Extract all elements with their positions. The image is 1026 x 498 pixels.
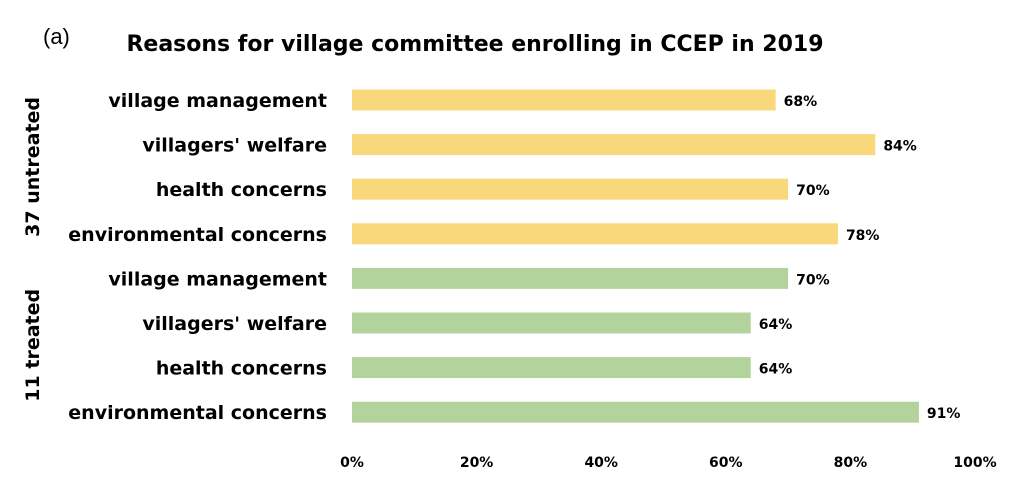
category-label: village management <box>108 90 327 112</box>
value-label: 70% <box>796 272 830 288</box>
category-label: health concerns <box>156 179 327 201</box>
value-label: 68% <box>784 94 818 110</box>
value-label: 84% <box>883 139 917 155</box>
bar <box>352 357 751 379</box>
bars-layer <box>352 89 919 423</box>
category-label: environmental concerns <box>68 402 327 424</box>
bar <box>352 223 838 245</box>
value-label: 64% <box>759 362 793 378</box>
group-label: 37 untreated <box>22 97 44 237</box>
bar <box>352 89 776 111</box>
bar <box>352 312 751 334</box>
category-labels: village management villagers' welfare heal… <box>68 90 327 424</box>
bar <box>352 267 789 289</box>
value-label: 78% <box>846 228 880 244</box>
x-tick-label: 40% <box>584 455 618 471</box>
x-tick-label: 60% <box>709 455 743 471</box>
category-label: environmental concerns <box>68 224 327 246</box>
x-axis-ticks: 0% 20% 40% 60% 80% 100% <box>340 455 997 471</box>
x-tick-label: 20% <box>460 455 494 471</box>
value-label: 64% <box>759 317 793 333</box>
category-label: villagers' welfare <box>142 135 327 157</box>
x-tick-label: 80% <box>834 455 868 471</box>
value-labels: 68% 84% 70% 78% 70% 64% 64% 91% <box>759 94 961 422</box>
value-label: 91% <box>927 406 961 422</box>
category-label: villagers' welfare <box>142 313 327 335</box>
bar <box>352 401 919 423</box>
value-label: 70% <box>796 183 830 199</box>
x-tick-label: 100% <box>953 455 996 471</box>
group-label: 11 treated <box>22 289 44 402</box>
group-labels: 37 untreated 11 treated <box>22 97 44 402</box>
bar <box>352 178 789 200</box>
category-label: village management <box>108 268 327 290</box>
chart-title: Reasons for village committee enrolling … <box>126 32 823 57</box>
bar <box>352 134 876 156</box>
panel-label: (a) <box>43 24 70 49</box>
category-label: health concerns <box>156 358 327 380</box>
x-tick-label: 0% <box>340 455 364 471</box>
